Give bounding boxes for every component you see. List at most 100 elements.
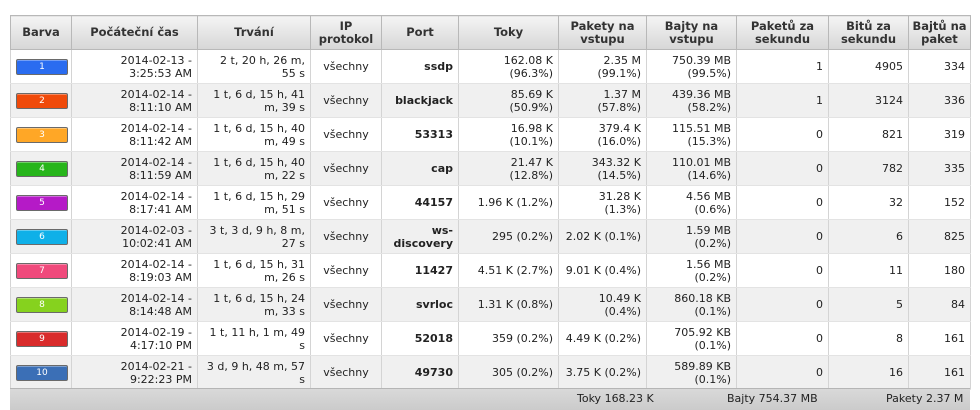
col-header-duration[interactable]: Trvání — [197, 15, 311, 50]
cell-bits-per-second: 6 — [828, 219, 909, 254]
color-swatch[interactable]: 3 — [16, 126, 68, 143]
cell-ip-protocol: všechny — [310, 321, 382, 356]
cell-ip-protocol: všechny — [310, 151, 382, 186]
cell-bytes-per-packet: 334 — [908, 49, 971, 84]
color-swatch[interactable]: 2 — [16, 92, 68, 109]
col-header-start-time[interactable]: Počáteční čas — [71, 15, 198, 50]
color-swatch[interactable]: 8 — [16, 296, 68, 313]
cell-port: ws-discovery — [381, 219, 459, 254]
cell-color: 8 — [10, 287, 72, 322]
color-swatch[interactable]: 10 — [16, 364, 68, 381]
cell-bytes-per-packet: 161 — [908, 321, 971, 356]
col-header-flows[interactable]: Toky — [458, 15, 559, 50]
cell-bytes-per-packet: 161 — [908, 355, 971, 390]
cell-packets-in: 3.75 K (0.2%) — [558, 355, 647, 390]
cell-duration: 2 t, 20 h, 26 m, 55 s — [197, 49, 311, 84]
color-swatch[interactable]: 7 — [16, 262, 68, 279]
cell-bits-per-second: 32 — [828, 185, 909, 220]
table-row[interactable]: 3 2014-02-14 - 8:11:42 AM 1 t, 6 d, 15 h, … — [10, 117, 971, 152]
cell-port: cap — [381, 151, 459, 186]
cell-packets-in: 31.28 K (1.3%) — [558, 185, 647, 220]
cell-color: 5 — [10, 185, 72, 220]
cell-ip-protocol: všechny — [310, 287, 382, 322]
cell-color: 7 — [10, 253, 72, 288]
table-row[interactable]: 9 2014-02-19 - 4:17:10 PM 1 t, 11 h, 1 m, … — [10, 321, 971, 356]
cell-ip-protocol: všechny — [310, 83, 382, 118]
cell-bits-per-second: 8 — [828, 321, 909, 356]
cell-bits-per-second: 16 — [828, 355, 909, 390]
cell-flows: 1.31 K (0.8%) — [458, 287, 559, 322]
color-swatch[interactable]: 5 — [16, 194, 68, 211]
cell-packets-in: 343.32 K (14.5%) — [558, 151, 647, 186]
cell-packets-in: 2.35 M (99.1%) — [558, 49, 647, 84]
cell-port: ssdp — [381, 49, 459, 84]
cell-color: 6 — [10, 219, 72, 254]
table-row[interactable]: 6 2014-02-03 - 10:02:41 AM 3 t, 3 d, 9 h, … — [10, 219, 971, 254]
cell-color: 2 — [10, 83, 72, 118]
cell-bits-per-second: 5 — [828, 287, 909, 322]
cell-bytes-in: 750.39 MB (99.5%) — [646, 49, 737, 84]
cell-packets-in: 379.4 K (16.0%) — [558, 117, 647, 152]
cell-packets-per-second: 1 — [736, 49, 829, 84]
color-swatch[interactable]: 1 — [16, 58, 68, 75]
cell-start-time: 2014-02-19 - 4:17:10 PM — [71, 321, 198, 356]
cell-flows: 16.98 K (10.1%) — [458, 117, 559, 152]
color-swatch[interactable]: 6 — [16, 228, 68, 245]
cell-packets-per-second: 0 — [736, 151, 829, 186]
cell-ip-protocol: všechny — [310, 253, 382, 288]
table-row[interactable]: 2 2014-02-14 - 8:11:10 AM 1 t, 6 d, 15 h, … — [10, 83, 971, 118]
cell-packets-per-second: 0 — [736, 185, 829, 220]
cell-packets-per-second: 1 — [736, 83, 829, 118]
table-row[interactable]: 10 2014-02-21 - 9:22:23 PM 3 d, 9 h, 48 m,… — [10, 355, 971, 390]
table-row[interactable]: 4 2014-02-14 - 8:11:59 AM 1 t, 6 d, 15 h, … — [10, 151, 971, 186]
total-packets: Pakety 2.37 M — [886, 392, 964, 405]
cell-port: 11427 — [381, 253, 459, 288]
cell-start-time: 2014-02-14 - 8:11:10 AM — [71, 83, 198, 118]
total-flows: Toky 168.23 K — [577, 392, 654, 405]
color-swatch[interactable]: 4 — [16, 160, 68, 177]
color-swatch[interactable]: 9 — [16, 330, 68, 347]
cell-port: 52018 — [381, 321, 459, 356]
cell-duration: 1 t, 6 d, 15 h, 29 m, 51 s — [197, 185, 311, 220]
totals-footer: Toky 168.23 K Bajty 754.37 MB Pakety 2.3… — [10, 388, 970, 410]
cell-bytes-in: 4.56 MB (0.6%) — [646, 185, 737, 220]
cell-packets-per-second: 0 — [736, 321, 829, 356]
cell-color: 1 — [10, 49, 72, 84]
cell-duration: 3 t, 3 d, 9 h, 8 m, 27 s — [197, 219, 311, 254]
cell-packets-in: 4.49 K (0.2%) — [558, 321, 647, 356]
col-header-packets-per-second[interactable]: Paketů za sekundu — [736, 15, 829, 50]
table-row[interactable]: 8 2014-02-14 - 8:14:48 AM 1 t, 6 d, 15 h, … — [10, 287, 971, 322]
cell-start-time: 2014-02-14 - 8:11:59 AM — [71, 151, 198, 186]
col-header-bits-per-second[interactable]: Bitů za sekundu — [828, 15, 909, 50]
cell-ip-protocol: všechny — [310, 185, 382, 220]
cell-ip-protocol: všechny — [310, 117, 382, 152]
col-header-packets-in[interactable]: Pakety na vstupu — [558, 15, 647, 50]
cell-bytes-in: 1.59 MB (0.2%) — [646, 219, 737, 254]
col-header-bytes-per-packet[interactable]: Bajtů na paket — [908, 15, 971, 50]
cell-start-time: 2014-02-21 - 9:22:23 PM — [71, 355, 198, 390]
table-row[interactable]: 5 2014-02-14 - 8:17:41 AM 1 t, 6 d, 15 h, … — [10, 185, 971, 220]
cell-flows: 305 (0.2%) — [458, 355, 559, 390]
cell-bits-per-second: 4905 — [828, 49, 909, 84]
cell-packets-per-second: 0 — [736, 219, 829, 254]
cell-flows: 1.96 K (1.2%) — [458, 185, 559, 220]
col-header-bytes-in[interactable]: Bajty na vstupu — [646, 15, 737, 50]
cell-packets-in: 10.49 K (0.4%) — [558, 287, 647, 322]
cell-port: blackjack — [381, 83, 459, 118]
cell-bytes-per-packet: 825 — [908, 219, 971, 254]
col-header-ip-protocol[interactable]: IP protokol — [310, 15, 382, 50]
cell-bytes-per-packet: 319 — [908, 117, 971, 152]
col-header-color[interactable]: Barva — [10, 15, 72, 50]
cell-ip-protocol: všechny — [310, 49, 382, 84]
cell-flows: 295 (0.2%) — [458, 219, 559, 254]
cell-bits-per-second: 821 — [828, 117, 909, 152]
table-row[interactable]: 7 2014-02-14 - 8:19:03 AM 1 t, 6 d, 15 h, … — [10, 253, 971, 288]
cell-color: 10 — [10, 355, 72, 390]
cell-duration: 1 t, 6 d, 15 h, 40 m, 49 s — [197, 117, 311, 152]
cell-duration: 1 t, 6 d, 15 h, 31 m, 26 s — [197, 253, 311, 288]
cell-bytes-in: 860.18 KB (0.1%) — [646, 287, 737, 322]
cell-bits-per-second: 782 — [828, 151, 909, 186]
cell-bytes-per-packet: 84 — [908, 287, 971, 322]
table-row[interactable]: 1 2014-02-13 - 3:25:53 AM 2 t, 20 h, 26 m,… — [10, 49, 971, 84]
col-header-port[interactable]: Port — [381, 15, 459, 50]
